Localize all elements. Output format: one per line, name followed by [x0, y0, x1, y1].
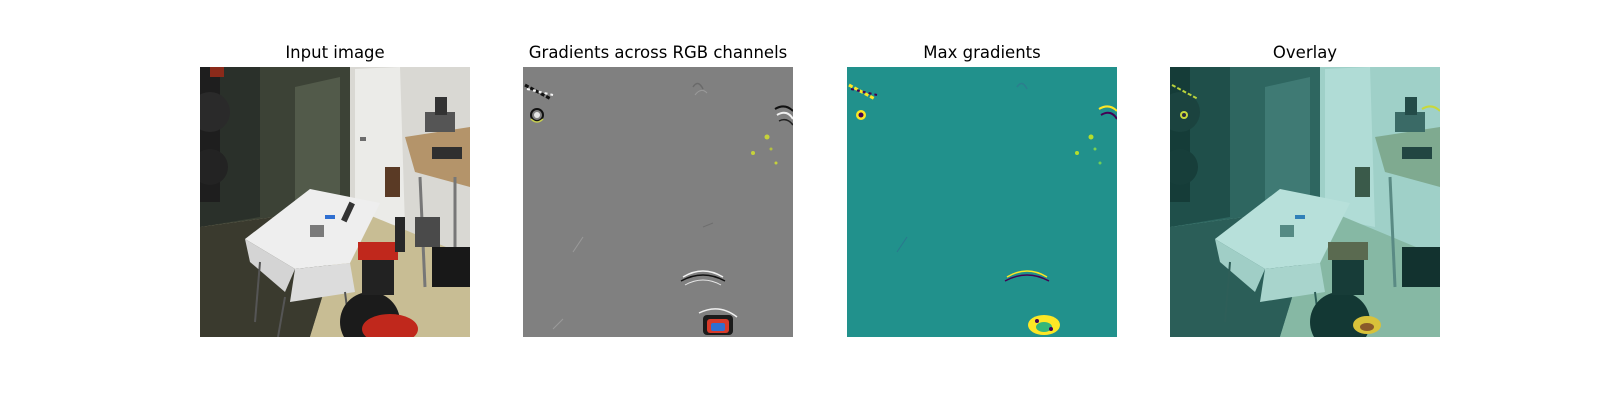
panel-title: Max gradients [923, 43, 1041, 62]
panel-title: Input image [285, 43, 385, 62]
panel-title: Overlay [1272, 43, 1338, 62]
panel-input-image: Input image [200, 0, 470, 400]
panel-max-gradients: Max gradients [847, 0, 1117, 400]
gradient-overlay-photo [1170, 67, 1440, 337]
panel-overlay: Overlay [1170, 0, 1440, 400]
panel-title: Gradients across RGB channels [528, 43, 788, 62]
max-gradient-heatmap [847, 67, 1117, 337]
max-gradient-image [847, 67, 1117, 337]
input-image [200, 67, 470, 337]
panel-rgb-gradients: Gradients across RGB channels [523, 0, 793, 400]
rgb-gradient-image [523, 67, 793, 337]
overlay-image [1170, 67, 1440, 337]
rgb-gradient-map [523, 67, 793, 337]
robot-camera-photo [200, 67, 470, 337]
